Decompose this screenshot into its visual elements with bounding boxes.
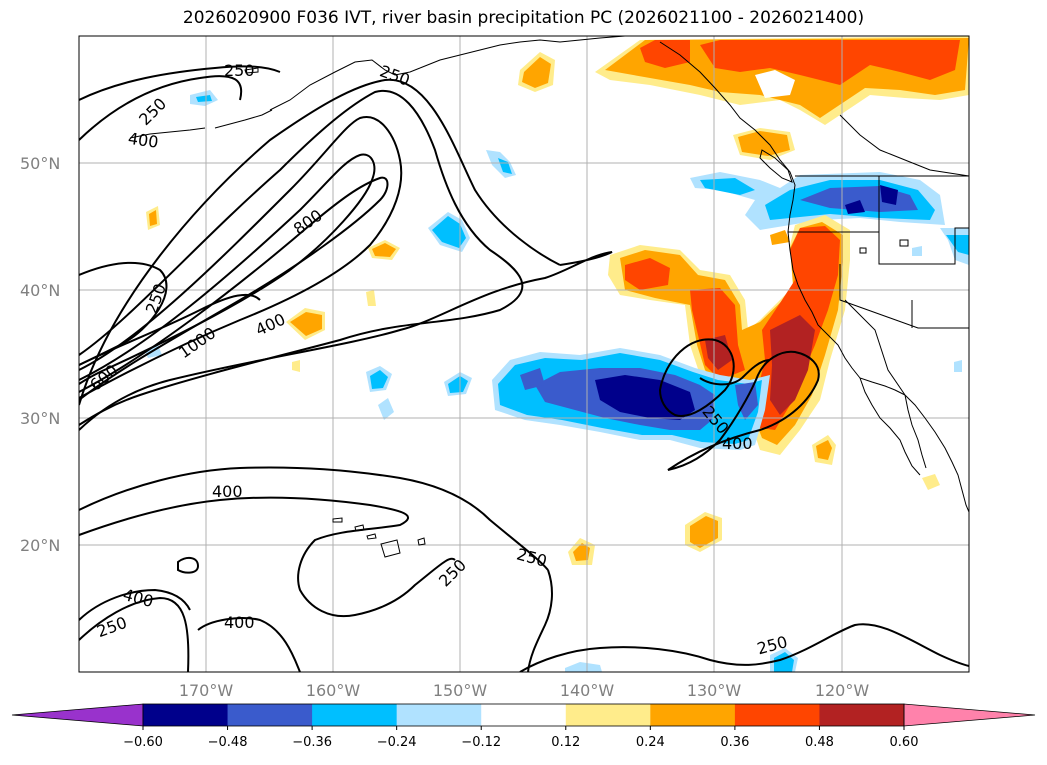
colorbar-label: 0.24 — [636, 735, 665, 750]
colorbar-swatch — [481, 704, 567, 726]
colorbar-label: −0.12 — [461, 735, 501, 750]
colorbar-swatch — [565, 704, 651, 726]
colorbar-label: −0.24 — [377, 735, 417, 750]
map-title: 2026020900 F036 IVT, river basin precipi… — [182, 8, 865, 28]
lon-tick-label: 140°W — [560, 681, 615, 700]
lat-tick-label: 50°N — [20, 154, 60, 173]
lon-tick-label: 120°W — [815, 681, 870, 700]
contour-label: 400 — [224, 613, 255, 632]
colorbar-label: −0.36 — [292, 735, 332, 750]
colorbar: −0.60 −0.48 −0.36 −0.24 −0.12 0.12 0.24 0.36 0.4… — [11, 703, 1036, 750]
colorbar-swatch — [650, 704, 736, 726]
colorbar-swatch — [734, 704, 820, 726]
lat-axis: 50°N 40°N 30°N 20°N — [20, 154, 60, 555]
colorbar-swatch — [396, 704, 482, 726]
colorbar-label: 0.60 — [890, 735, 919, 750]
lon-tick-label: 170°W — [179, 681, 234, 700]
contour-label: 400 — [212, 482, 243, 501]
ivt-contours — [79, 65, 969, 672]
colorbar-swatch — [143, 704, 229, 726]
colorbar-label: 0.12 — [551, 735, 580, 750]
coastlines — [129, 36, 969, 558]
precip-fill-layer — [144, 36, 969, 672]
lon-tick-label: 160°W — [306, 681, 361, 700]
lon-axis: 170°W 160°W 150°W 140°W 130°W 120°W — [179, 681, 870, 700]
lat-tick-label: 40°N — [20, 281, 60, 300]
contour-label: 400 — [722, 434, 753, 453]
lon-tick-label: 150°W — [433, 681, 488, 700]
colorbar-swatch — [819, 704, 905, 726]
map-frame — [78, 35, 970, 673]
lat-tick-label: 20°N — [20, 536, 60, 555]
colorbar-label: 0.36 — [720, 735, 749, 750]
colorbar-label: 0.48 — [805, 735, 834, 750]
contour-label: 250 — [224, 61, 255, 80]
colorbar-swatch — [312, 704, 398, 726]
graticule — [79, 36, 969, 672]
lat-tick-label: 30°N — [20, 409, 60, 428]
lon-tick-label: 130°W — [687, 681, 742, 700]
colorbar-label: −0.60 — [123, 735, 163, 750]
contour-label: 400 — [127, 129, 160, 152]
colorbar-label: −0.48 — [208, 735, 248, 750]
colorbar-extend-low — [11, 703, 144, 727]
colorbar-swatch — [227, 704, 313, 726]
colorbar-frame — [142, 703, 905, 727]
colorbar-extend-high — [903, 703, 1036, 727]
map-area — [79, 36, 969, 672]
